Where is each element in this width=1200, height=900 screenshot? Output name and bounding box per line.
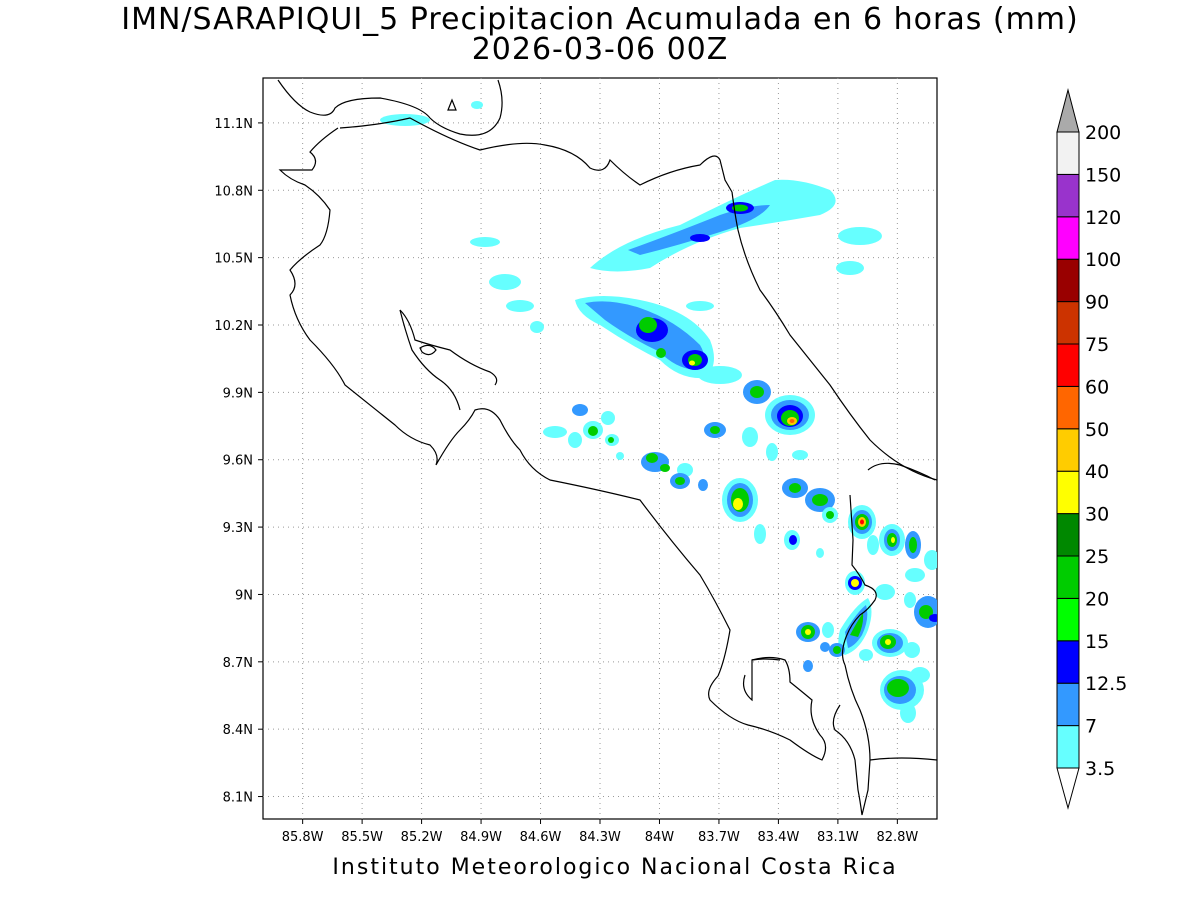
lat-tick-label: 11.1N [214,117,253,132]
colorbar-label: 120 [1085,207,1121,229]
lat-tick-label: 9.9N [223,386,253,401]
lat-tick-label: 10.8N [214,184,253,199]
colorbar-label: 3.5 [1085,758,1115,780]
lat-tick-label: 10.2N [214,319,253,334]
coastline [277,79,937,816]
lon-tick-label: 84W [645,830,675,845]
colorbar-segment [1056,301,1080,345]
lat-tick-label: 9.6N [223,454,253,469]
chart-title: IMN/SARAPIQUI_5 Precipitacion Acumulada … [121,2,1079,37]
colorbar-segment [1056,216,1080,260]
lon-tick-label: 83.1W [817,830,859,845]
colorbar-segment [1056,555,1080,599]
colorbar-label: 40 [1085,461,1109,483]
lat-tick-label: 8.1N [223,791,253,806]
colorbar-label: 75 [1085,334,1109,356]
valid-time: 2026-03-06 00Z [471,32,729,67]
colorbar-segment [1056,640,1080,684]
colorbar-segment [1056,513,1080,557]
rain-cell [765,395,815,435]
colorbar-segment [1056,385,1080,430]
lon-tick-label: 85.8W [282,830,324,845]
lat-tick-label: 9.3N [223,521,253,536]
colorbar-label: 100 [1085,249,1121,271]
colorbar-segment [1056,428,1080,472]
colorbar-segment [1056,131,1080,175]
rain-cell [848,505,876,539]
colorbar-label: 60 [1085,376,1109,398]
colorbar-segment [1056,682,1080,727]
colorbar-segment [1056,725,1080,769]
colorbar-label: 15 [1085,631,1109,653]
lon-tick-label: 84.3W [579,830,621,845]
lat-tick-label: 10.5N [214,252,253,267]
colorbar-label: 20 [1085,588,1109,610]
rain-cell [722,478,758,522]
colorbar-label: 12.5 [1085,673,1127,695]
colorbar-label: 7 [1085,716,1097,738]
colorbar-segment [1056,597,1080,642]
precipitation-field [380,101,937,723]
lon-tick-label: 85.5W [341,830,383,845]
colorbar-segment [1056,343,1080,387]
lon-tick-label: 83.4W [758,830,800,845]
lat-tick-label: 8.4N [223,723,253,738]
lat-tick-label: 8.7N [223,656,253,671]
colorbar-label: 25 [1085,546,1109,568]
colorbar-label: 30 [1085,504,1109,526]
colorbar-segment [1056,173,1080,218]
colorbar-segment [1056,470,1080,515]
lon-tick-label: 83.7W [698,830,740,845]
lat-lon-grid [263,78,937,819]
axis-ticks: 85.8W 85.5W 85.2W 84.9W 84.6W 84.3W 84W 83.7W 83… [214,117,918,845]
colorbar-label: 200 [1085,122,1121,144]
colorbar-segment [1056,258,1080,303]
colorbar: 3.5 7 12.5 15 20 25 30 40 50 60 75 90 100 120 150 200 [1056,88,1127,810]
rain-cell [575,296,714,379]
colorbar-under-arrow [1056,767,1080,810]
colorbar-over-arrow [1056,88,1080,133]
lat-tick-label: 9N [235,588,253,603]
colorbar-label: 50 [1085,419,1109,441]
rain-cell [590,179,836,272]
lon-tick-label: 84.9W [460,830,502,845]
lon-tick-label: 85.2W [401,830,443,845]
colorbar-label: 150 [1085,164,1121,186]
lon-tick-label: 82.8W [876,830,918,845]
colorbar-label: 90 [1085,292,1109,314]
lon-tick-label: 84.6W [520,830,562,845]
footer-credit: Instituto Meteorologico Nacional Costa R… [332,855,898,880]
